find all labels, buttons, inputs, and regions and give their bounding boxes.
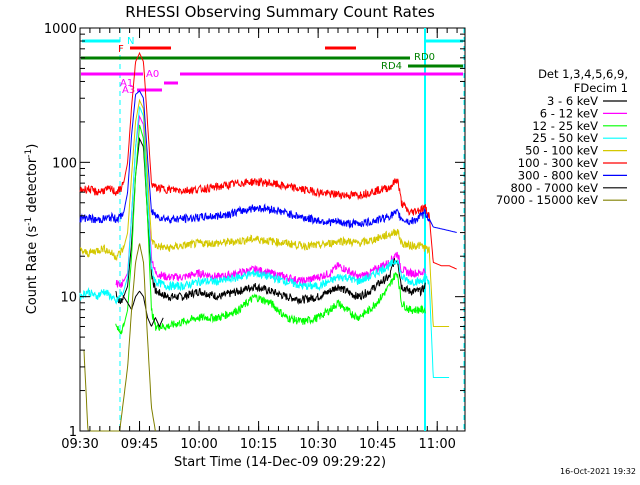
- series-lines: [79, 51, 457, 432]
- attenuator-a0-label: A0: [146, 69, 159, 80]
- legend-label-300-800-kev: 300 - 800 keV: [518, 168, 598, 182]
- legend-label-50-100-kev: 50 - 100 keV: [525, 144, 598, 158]
- legend-label-7000-15000-kev: 7000 - 15000 keV: [496, 193, 598, 207]
- y-tick-label: 1000: [44, 22, 77, 37]
- series-line-3-6-kev: [115, 136, 426, 305]
- legend-label-100-300-kev: 100 - 300 keV: [518, 156, 598, 170]
- legend-label-12-25-kev: 12 - 25 keV: [532, 119, 598, 133]
- x-tick-label: 10:15: [240, 437, 277, 452]
- legend-label-800-7000-kev: 800 - 7000 keV: [510, 181, 598, 195]
- legend-label-3-6-kev: 3 - 6 keV: [547, 94, 598, 108]
- y-label-sup-2: -1: [24, 149, 34, 158]
- attenuator-a1-label: A1: [120, 78, 133, 89]
- y-label-end: ): [25, 144, 40, 149]
- series-line-800-7000-kev: [123, 290, 164, 328]
- series-line-12-25-kev: [115, 124, 426, 335]
- timestamp: 16-Oct-2021 19:32: [560, 467, 636, 476]
- decimation-rd0-label: RD0: [414, 52, 435, 63]
- x-tick-label: 10:45: [359, 437, 396, 452]
- series-line-300-800-kev: [79, 90, 457, 233]
- attenuator-a3-label: A3: [122, 85, 135, 96]
- legend-header-decim: FDecim 1: [574, 81, 628, 95]
- night-label: N: [127, 36, 134, 47]
- legend-header-detectors: Det 1,3,4,5,6,9,: [538, 67, 628, 81]
- x-tick-label: 09:45: [121, 437, 158, 452]
- series-line-25-50-kev: [79, 106, 450, 378]
- legend-label-25-50-kev: 25 - 50 keV: [532, 131, 598, 145]
- y-tick-label: 10: [60, 291, 77, 306]
- plot-frame: [79, 27, 466, 432]
- x-axis-label: Start Time (14-Dec-09 09:29:22): [174, 455, 386, 470]
- chart-title: RHESSI Observing Summary Count Rates: [125, 3, 435, 21]
- legend-label-6-12-kev: 6 - 12 keV: [540, 106, 598, 120]
- series-line-100-300-kev: [79, 51, 457, 270]
- y-tick-label: 100: [52, 156, 77, 171]
- flare-label: F: [118, 44, 124, 55]
- y-tick-label: 1: [69, 425, 77, 440]
- y-label-sup-1: -1: [24, 217, 34, 226]
- axis-ticks: 09:30 09:45 10:00 10:15 10:30 10:45 11:00 1 10 10…: [44, 22, 465, 452]
- x-tick-label: 10:00: [180, 437, 217, 452]
- y-label-mid: detector: [25, 157, 40, 217]
- y-axis-label: Count Rate (s-1 detector-1): [24, 144, 40, 315]
- x-tick-label: 11:00: [418, 437, 455, 452]
- x-tick-label: 09:30: [61, 437, 98, 452]
- y-label-main: Count Rate (s: [25, 226, 40, 315]
- decimation-rd4-label: RD4: [381, 61, 402, 72]
- series-line-50-100-kev: [79, 98, 450, 327]
- x-tick-label: 10:30: [299, 437, 336, 452]
